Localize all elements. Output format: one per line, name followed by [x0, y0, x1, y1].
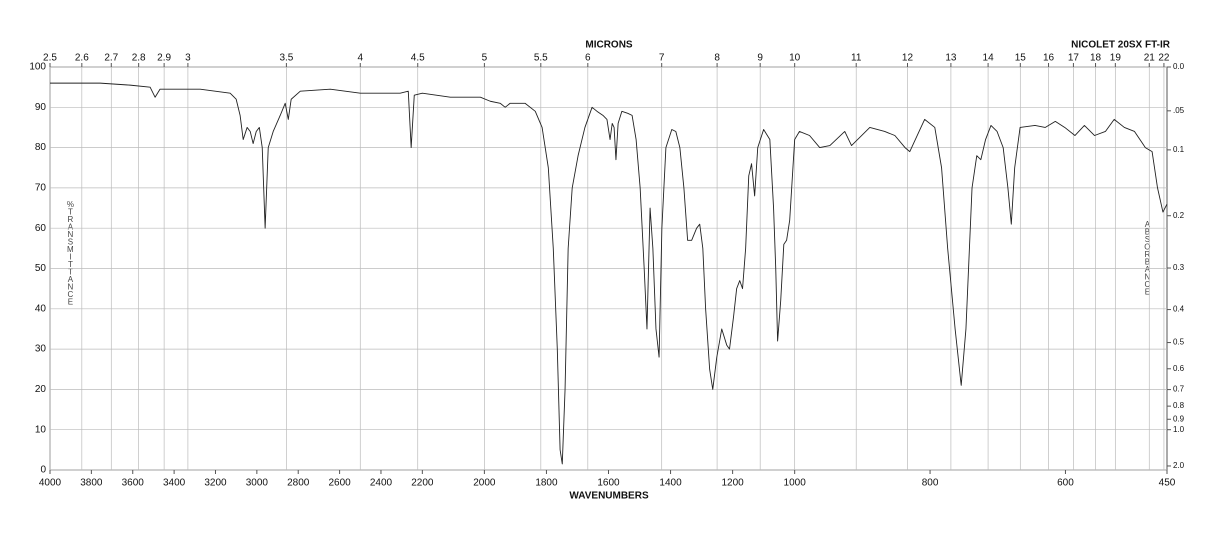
y2-tick-label: 0.6: [1173, 364, 1185, 373]
x2-tick-label: 2.5: [43, 53, 57, 64]
x2-tick-label: 22: [1158, 53, 1170, 64]
y2-tick-label: .05: [1173, 106, 1185, 115]
x2-tick-label: 11: [851, 53, 862, 64]
y-tick-label: 10: [35, 424, 47, 435]
x-tick-label: 450: [1159, 478, 1176, 489]
y-tick-label: 90: [35, 102, 47, 113]
x2-tick-label: 17: [1068, 53, 1080, 64]
x2-tick-label: 2.8: [132, 53, 146, 64]
x-tick-label: 600: [1057, 478, 1074, 489]
y2-tick-label: 0.7: [1173, 385, 1185, 394]
x-tick-label: 1000: [784, 478, 807, 489]
x2-tick-label: 5.5: [534, 53, 548, 64]
y2-tick-label: 1.0: [1173, 425, 1185, 434]
x-tick-label: 2200: [411, 478, 434, 489]
x-tick-label: 2800: [287, 478, 310, 489]
y-tick-label: 100: [29, 62, 46, 73]
x2-tick-label: 2.6: [75, 53, 89, 64]
x2-tick-label: 5: [482, 53, 488, 64]
y2-tick-label: 0.5: [1173, 338, 1185, 347]
x-tick-label: 1800: [535, 478, 558, 489]
y-tick-label: 20: [35, 384, 47, 395]
x2-tick-label: 3: [185, 53, 191, 64]
x2-tick-label: 2.7: [104, 53, 118, 64]
y-tick-label: 50: [35, 263, 47, 274]
x2-tick-label: 4.5: [411, 53, 425, 64]
x-tick-label: 1200: [721, 478, 744, 489]
x2-axis-label: MICRONS: [585, 40, 633, 51]
y2-tick-label: 0.0: [1173, 62, 1185, 71]
y-tick-label: 40: [35, 303, 47, 314]
y-tick-label: 60: [35, 223, 47, 234]
x2-tick-label: 7: [659, 53, 665, 64]
y-tick-label: 0: [40, 465, 46, 476]
x2-tick-label: 16: [1043, 53, 1055, 64]
y2-tick-label: 0.4: [1173, 305, 1185, 314]
x2-tick-label: 9: [757, 53, 763, 64]
x2-tick-label: 14: [983, 53, 995, 64]
x-tick-label: 3800: [80, 478, 103, 489]
x2-tick-label: 10: [789, 53, 801, 64]
y-axis-label: %TRANSMITTANCE: [66, 200, 75, 305]
x-tick-label: 2600: [328, 478, 351, 489]
x-tick-label: 3200: [204, 478, 227, 489]
x-tick-label: 2000: [473, 478, 496, 489]
y2-tick-label: 0.1: [1173, 145, 1185, 154]
x-tick-label: 3000: [246, 478, 269, 489]
x-tick-label: 1600: [597, 478, 620, 489]
y-tick-label: 30: [35, 344, 47, 355]
spectrum-line: [50, 82, 1168, 465]
x2-tick-label: 4: [357, 53, 363, 64]
x2-tick-label: 21: [1144, 53, 1156, 64]
x2-tick-label: 13: [945, 53, 957, 64]
y-tick-label: 80: [35, 142, 47, 153]
y2-tick-label: 2.0: [1173, 461, 1185, 470]
x-tick-label: 2400: [370, 478, 393, 489]
x2-tick-label: 18: [1090, 53, 1102, 64]
y2-tick-label: 0.9: [1173, 414, 1185, 423]
x-tick-label: 4000: [39, 478, 62, 489]
x2-tick-label: 2.9: [157, 53, 171, 64]
x2-tick-label: 12: [902, 53, 914, 64]
y2-tick-label: 0.3: [1173, 263, 1185, 272]
y-tick-label: 70: [35, 183, 47, 194]
y2-tick-label: 0.2: [1173, 211, 1185, 220]
chart-title: NICOLET 20SX FT-IR: [1071, 40, 1171, 51]
x2-tick-label: 19: [1110, 53, 1122, 64]
x-tick-label: 800: [922, 478, 939, 489]
x2-tick-label: 8: [714, 53, 720, 64]
x2-tick-label: 6: [585, 53, 591, 64]
x2-tick-label: 15: [1015, 53, 1027, 64]
x-tick-label: 3600: [122, 478, 145, 489]
y2-tick-label: 0.8: [1173, 401, 1185, 410]
x-axis-label: WAVENUMBERS: [569, 491, 649, 502]
x2-tick-label: 3.5: [279, 53, 293, 64]
x-tick-label: 1400: [659, 478, 682, 489]
x-tick-label: 3400: [163, 478, 186, 489]
y2-axis-label: ABSORBANCE: [1143, 220, 1152, 295]
